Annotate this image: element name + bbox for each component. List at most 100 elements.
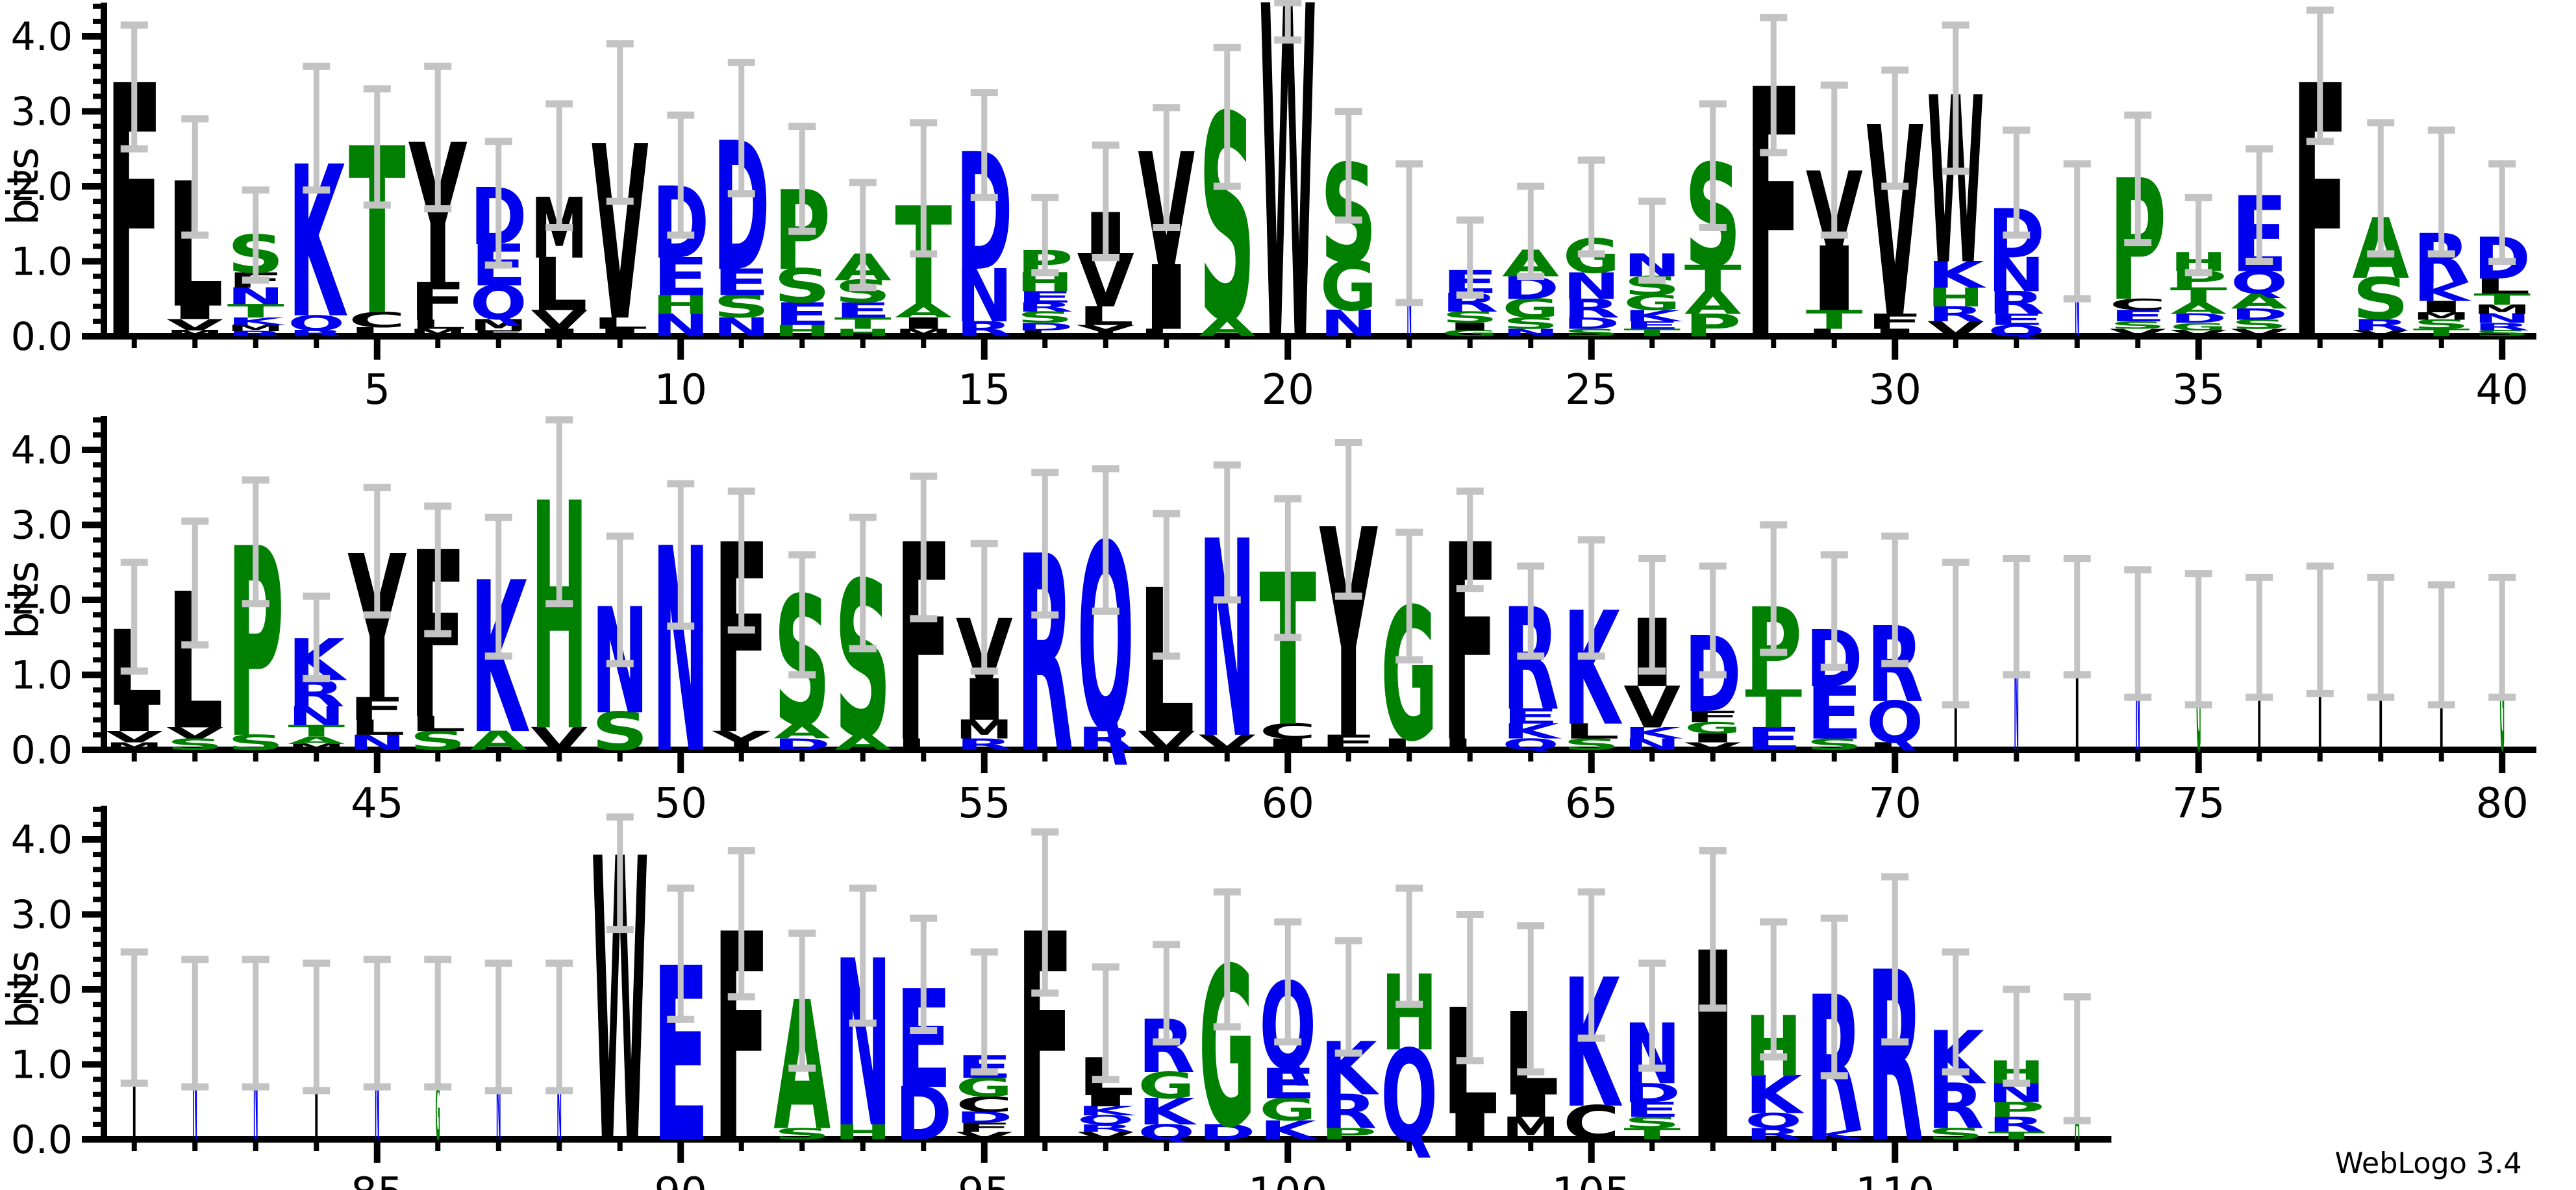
- svg-text:N: N: [557, 1067, 562, 1158]
- svg-text:I: I: [166, 301, 223, 323]
- svg-text:C: C: [1563, 1097, 1620, 1151]
- svg-text:M: M: [2473, 302, 2531, 317]
- svg-text:2.0: 2.0: [11, 967, 73, 1013]
- svg-text:K: K: [1623, 725, 1684, 743]
- svg-text:N: N: [1563, 266, 1620, 308]
- svg-text:45: 45: [351, 780, 403, 828]
- svg-text:G: G: [2170, 321, 2227, 333]
- svg-text:E: E: [1623, 319, 1681, 331]
- svg-text:E: E: [2109, 307, 2166, 325]
- svg-text:M: M: [227, 324, 284, 334]
- svg-text:C: C: [956, 1092, 1013, 1117]
- svg-text:A: A: [2231, 289, 2288, 314]
- svg-text:L: L: [592, 314, 649, 332]
- svg-text:S: S: [713, 289, 770, 325]
- svg-text:Q: Q: [1745, 1109, 1802, 1134]
- svg-text:T: T: [227, 300, 285, 322]
- svg-text:I: I: [531, 327, 588, 339]
- svg-text:L: L: [409, 712, 466, 736]
- svg-text:P: P: [1320, 1125, 1377, 1143]
- svg-text:E: E: [1623, 1097, 1681, 1122]
- svg-text:T: T: [1623, 327, 1681, 339]
- svg-text:50: 50: [655, 780, 707, 828]
- svg-text:10: 10: [655, 366, 707, 414]
- svg-text:R: R: [1988, 1112, 2045, 1137]
- svg-text:L: L: [1866, 740, 1923, 752]
- svg-text:E: E: [1502, 704, 1559, 729]
- svg-text:F: F: [470, 329, 527, 339]
- svg-text:I: I: [1138, 247, 1195, 350]
- svg-text:5: 5: [364, 366, 390, 414]
- svg-text:A: A: [1199, 313, 1256, 343]
- svg-text:V: V: [166, 725, 225, 743]
- svg-text:H: H: [773, 322, 831, 340]
- svg-text:3.0: 3.0: [11, 893, 73, 938]
- svg-text:E: E: [1806, 672, 1863, 756]
- svg-text:F: F: [1684, 708, 1742, 726]
- svg-text:M: M: [470, 316, 527, 334]
- svg-text:R: R: [956, 317, 1014, 341]
- svg-text:90: 90: [655, 1169, 707, 1190]
- svg-text:I: I: [2413, 298, 2470, 316]
- svg-text:I: I: [2257, 620, 2262, 784]
- svg-text:G: G: [1684, 719, 1742, 738]
- svg-text:S: S: [1806, 736, 1863, 754]
- svg-text:K: K: [1138, 1091, 1198, 1134]
- svg-text:Y: Y: [1074, 322, 1136, 340]
- svg-text:H: H: [834, 1120, 892, 1145]
- svg-text:T: T: [2473, 290, 2532, 308]
- svg-text:S: S: [2352, 266, 2409, 332]
- svg-text:T: T: [2170, 283, 2227, 308]
- svg-text:L: L: [2473, 274, 2531, 299]
- svg-text:S: S: [166, 736, 223, 754]
- svg-text:D: D: [956, 1109, 1013, 1127]
- svg-text:A: A: [1684, 285, 1742, 321]
- svg-text:R: R: [1077, 721, 1134, 758]
- svg-text:70: 70: [1869, 780, 1921, 828]
- svg-text:95: 95: [958, 1169, 1010, 1190]
- svg-text:V: V: [1927, 317, 1984, 341]
- svg-text:S: S: [2109, 319, 2166, 331]
- svg-text:T: T: [834, 314, 894, 332]
- svg-text:S: S: [1927, 1125, 1984, 1143]
- svg-text:N: N: [496, 1063, 501, 1159]
- svg-text:M: M: [288, 743, 345, 752]
- svg-text:A: A: [895, 300, 953, 322]
- svg-text:75: 75: [2172, 780, 2225, 828]
- svg-text:25: 25: [1565, 366, 1618, 414]
- svg-text:0.0: 0.0: [11, 728, 73, 773]
- svg-text:M: M: [956, 715, 1013, 745]
- svg-text:4.0: 4.0: [11, 14, 73, 60]
- svg-text:3.0: 3.0: [11, 503, 73, 549]
- svg-text:I: I: [1806, 229, 1863, 332]
- svg-text:Q: Q: [2231, 265, 2288, 301]
- svg-text:R: R: [1745, 1125, 1803, 1143]
- svg-text:E: E: [652, 247, 709, 307]
- svg-text:S: S: [227, 730, 284, 755]
- svg-text:T: T: [1745, 679, 1802, 739]
- svg-text:L: L: [409, 317, 466, 332]
- svg-text:S: S: [2413, 317, 2470, 332]
- svg-text:M: M: [166, 329, 223, 339]
- svg-text:A: A: [288, 734, 347, 747]
- weblogo-version-label: WebLogo 3.4: [2334, 1147, 2522, 1181]
- svg-text:F: F: [409, 272, 466, 332]
- svg-text:L: L: [349, 715, 406, 740]
- svg-text:K: K: [1259, 1116, 1319, 1146]
- svg-text:R: R: [1077, 1122, 1137, 1134]
- svg-text:1.0: 1.0: [11, 240, 73, 285]
- svg-text:D: D: [2231, 306, 2288, 324]
- svg-text:E: E: [773, 297, 831, 333]
- svg-text:T: T: [2413, 327, 2470, 339]
- svg-text:R: R: [227, 330, 287, 338]
- svg-text:S: S: [1502, 314, 1559, 332]
- svg-text:Q: Q: [470, 276, 527, 330]
- svg-text:K: K: [1745, 1065, 1805, 1126]
- svg-text:N: N: [2473, 311, 2531, 326]
- svg-text:E: E: [1016, 288, 1073, 306]
- svg-text:E: E: [1259, 1060, 1316, 1108]
- svg-text:Q: Q: [288, 311, 345, 336]
- svg-text:H: H: [834, 327, 892, 339]
- svg-text:I: I: [1866, 327, 1923, 339]
